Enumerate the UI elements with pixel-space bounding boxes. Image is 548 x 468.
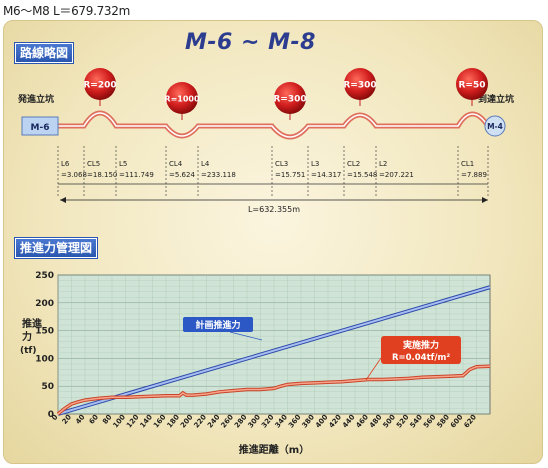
route-section-label: 路線略図: [15, 43, 74, 63]
segment-name: CL3: [275, 160, 288, 168]
radius-marker: R=200: [83, 68, 117, 106]
segment-name: CL1: [461, 160, 474, 168]
total-length-label: L=632.355m: [248, 205, 300, 214]
start-shaft-label: 発進立坑: [17, 93, 54, 105]
end-shaft-circle: [484, 115, 506, 137]
start-shaft-box: [21, 116, 59, 136]
segment-length: =207.221: [379, 171, 414, 179]
segment-name: L3: [311, 160, 319, 168]
page-caption: M6～M8 L＝679.732m: [3, 4, 130, 18]
start-shaft-name: M-6: [31, 123, 50, 133]
radius-label: R=300: [343, 81, 376, 91]
radius-markers: R=200 R=1000 R=300 R=300 R=50: [83, 68, 488, 120]
segment-name: CL5: [87, 160, 100, 168]
end-shaft-label: 到達立坑: [478, 93, 514, 105]
radius-ball: [344, 68, 376, 100]
segment-name: L4: [201, 160, 210, 168]
radius-label: R=200: [83, 81, 116, 91]
segment-length: =15.548: [347, 171, 377, 179]
radius-marker: R=300: [343, 68, 377, 106]
radius-ball: [166, 82, 198, 114]
pipe-route: [58, 110, 491, 140]
radius-label: R=50: [459, 81, 486, 91]
radius-ball: [456, 68, 488, 100]
segment-name: CL4: [169, 160, 183, 168]
radius-ball: [84, 68, 116, 100]
segment-name: CL2: [347, 160, 360, 168]
radius-marker: R=300: [273, 82, 307, 120]
radius-label: R=300: [273, 95, 306, 105]
radius-label: R=1000: [164, 95, 200, 104]
segment-length: =3.068: [61, 171, 87, 179]
thrust-section-label: 推進力管理図: [15, 238, 98, 258]
radius-marker: R=50: [456, 68, 488, 106]
segment-length: =14.317: [311, 171, 341, 179]
segment-length: =15.751: [275, 171, 305, 179]
segment-length: =5.624: [169, 171, 195, 179]
segment-length: =18.150: [87, 171, 117, 179]
segment-length: =111.749: [119, 171, 154, 179]
segment-name: L6: [61, 160, 70, 168]
segment-name: L2: [379, 160, 387, 168]
figure-title: M-6 ~ M-8: [185, 30, 316, 55]
segment-length: =233.118: [201, 171, 236, 179]
radius-marker: R=1000: [164, 82, 200, 120]
end-shaft-name: M-4: [487, 122, 503, 131]
radius-ball: [274, 82, 306, 114]
segment-length: =7.889: [461, 171, 487, 179]
segment-name: L5: [119, 160, 127, 168]
